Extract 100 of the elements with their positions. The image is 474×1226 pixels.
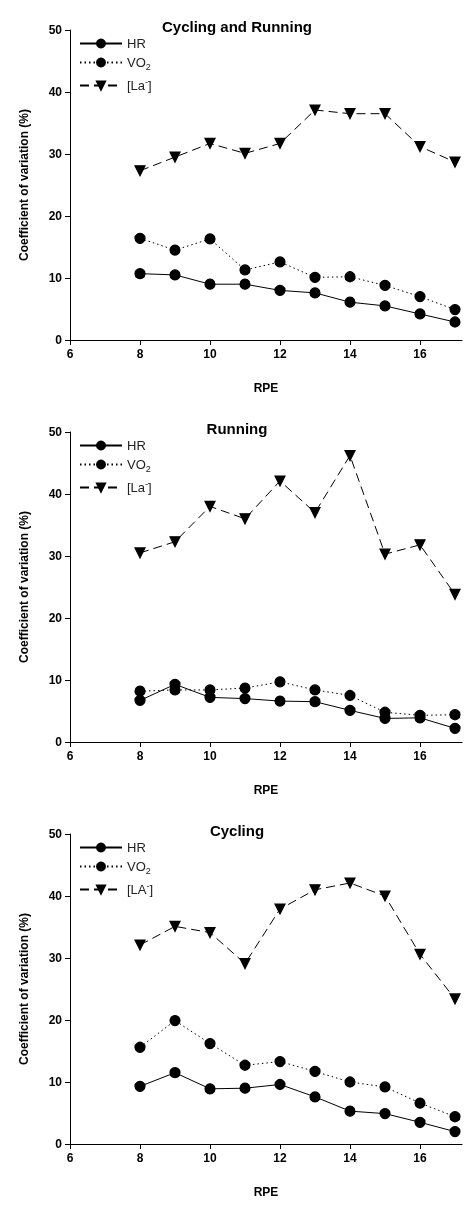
point: [309, 104, 321, 116]
point: [134, 685, 146, 697]
point: [379, 279, 391, 292]
point: [344, 689, 356, 702]
point: [239, 1082, 251, 1094]
point: [344, 296, 356, 308]
point: [414, 948, 426, 960]
chart-title: Cycling and Running: [162, 18, 312, 35]
x-tick-label: 10: [203, 749, 217, 763]
point: [379, 890, 391, 902]
point: [274, 903, 286, 915]
x-tick-label: 6: [66, 749, 74, 763]
point: [169, 1067, 181, 1079]
legend-label: [LA-]: [127, 880, 154, 897]
point: [309, 507, 321, 519]
x-axis-title: RPE: [253, 381, 279, 395]
point: [379, 300, 391, 312]
point: [379, 1081, 391, 1093]
point: [204, 137, 216, 150]
point: [204, 1083, 216, 1095]
point: [134, 547, 146, 559]
point: [274, 676, 286, 688]
point: [309, 271, 321, 283]
point: [134, 1080, 146, 1092]
point: [414, 539, 426, 551]
y-tick-label: 10: [48, 673, 63, 687]
point: [239, 278, 251, 290]
point: [414, 1116, 426, 1128]
point: [449, 722, 461, 734]
point: [309, 684, 321, 696]
y-tick-label: 20: [48, 209, 63, 223]
y-tick-label: 20: [48, 1013, 63, 1027]
x-tick-label: 8: [136, 347, 144, 361]
point: [449, 588, 461, 601]
y-tick-label: 10: [48, 1075, 63, 1089]
point: [274, 284, 286, 296]
point: [449, 156, 461, 168]
y-tick-label: 40: [48, 85, 63, 99]
point: [379, 548, 391, 560]
point: [239, 693, 251, 705]
x-tick-label: 8: [136, 1151, 144, 1165]
legend-label: HR: [127, 840, 146, 855]
y-tick-label: 0: [55, 333, 63, 347]
point: [309, 1091, 321, 1103]
point: [344, 1105, 356, 1117]
x-tick-label: 16: [413, 347, 427, 361]
point: [309, 287, 321, 299]
x-tick-label: 16: [413, 749, 427, 763]
point: [204, 1037, 216, 1050]
point: [414, 291, 426, 303]
point: [204, 500, 216, 512]
point: [274, 1055, 286, 1068]
point: [169, 269, 181, 281]
point: [379, 1108, 391, 1120]
point: [449, 1126, 461, 1138]
y-tick-label: 10: [48, 271, 63, 285]
point: [344, 877, 356, 889]
point: [274, 695, 286, 707]
point: [239, 264, 251, 276]
legend-label: HR: [127, 438, 146, 453]
y-tick-label: 0: [55, 735, 63, 749]
point: [239, 147, 251, 159]
point: [134, 1041, 146, 1053]
x-tick-label: 14: [343, 749, 357, 763]
chart-title: Cycling: [209, 822, 265, 839]
y-tick-label: 20: [48, 611, 63, 625]
y-tick-label: 50: [48, 827, 63, 841]
x-tick-label: 14: [343, 347, 357, 361]
point: [344, 271, 356, 283]
x-tick-label: 6: [66, 347, 74, 361]
point: [414, 140, 426, 153]
point: [134, 939, 146, 951]
x-tick-label: 12: [273, 347, 287, 361]
point: [449, 304, 461, 316]
point: [274, 1078, 286, 1091]
x-tick-label: 6: [66, 1151, 74, 1165]
y-tick-label: 40: [48, 487, 63, 501]
x-tick-label: 10: [203, 347, 217, 361]
point: [239, 682, 251, 694]
point: [274, 137, 286, 150]
x-axis-title: RPE: [253, 783, 279, 797]
y-tick-label: 30: [48, 549, 63, 563]
legend-label: [La-]: [127, 76, 152, 93]
legend-label: HR: [127, 36, 146, 51]
point: [204, 278, 216, 290]
point: [169, 151, 181, 163]
point: [134, 268, 146, 280]
point: [274, 256, 286, 268]
x-tick-label: 10: [203, 1151, 217, 1165]
point: [344, 1076, 356, 1088]
point: [414, 308, 426, 320]
x-tick-label: 12: [273, 1151, 287, 1165]
y-tick-label: 40: [48, 889, 63, 903]
point: [204, 233, 216, 245]
y-tick-label: 50: [48, 425, 63, 439]
point: [449, 1111, 461, 1123]
y-axis-title: Coefficient of variation (%): [17, 510, 31, 664]
point: [169, 1015, 181, 1027]
point: [169, 920, 181, 932]
y-tick-label: 0: [55, 1137, 63, 1151]
